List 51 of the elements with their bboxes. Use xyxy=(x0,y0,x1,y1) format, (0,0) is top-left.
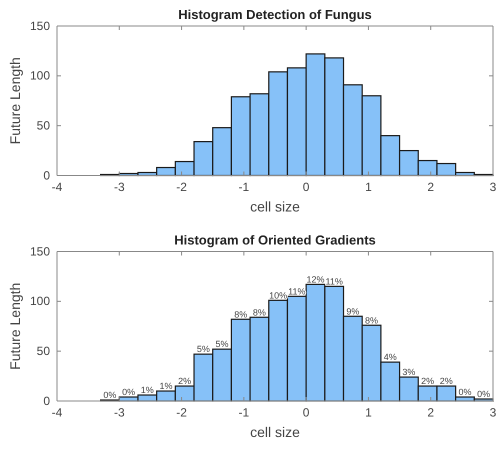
x-tick-label: -1 xyxy=(238,180,250,194)
annotation: 9% xyxy=(346,306,360,316)
y-tick-label: 150 xyxy=(30,244,50,258)
x-tick-label: -1 xyxy=(238,406,250,420)
annotation: 11% xyxy=(288,286,306,296)
x-tick-label: -3 xyxy=(114,406,125,420)
x-tick-label: 0 xyxy=(302,406,310,420)
x-tick-label: 2 xyxy=(427,180,434,194)
annotation: 8% xyxy=(252,307,266,318)
x-tick-label: 1 xyxy=(365,406,372,420)
x-tick-label: -4 xyxy=(52,406,63,420)
y-tick-label: 0 xyxy=(43,394,50,408)
annotation: 0% xyxy=(122,387,136,398)
y-axis-title: Future Length xyxy=(7,57,23,144)
x-tick-label: 3 xyxy=(490,406,496,420)
annotation: 5% xyxy=(216,339,229,350)
y-tick-label: 150 xyxy=(30,18,50,33)
y-tick-label: 100 xyxy=(30,294,50,308)
annotation: 8% xyxy=(234,309,248,320)
x-tick-label: -2 xyxy=(176,180,188,194)
y-tick-label: 50 xyxy=(36,118,50,133)
x-tick-label: -4 xyxy=(52,180,63,194)
annotation: 8% xyxy=(365,315,378,326)
annotation: 5% xyxy=(196,344,210,354)
x-axis-title: cell size xyxy=(250,424,300,440)
annotation: 2% xyxy=(178,376,192,386)
annotation: 12% xyxy=(306,274,324,284)
x-tick-label: 2 xyxy=(427,406,434,420)
y-axis-title: Future Length xyxy=(7,282,23,370)
x-tick-label: 0 xyxy=(302,180,310,194)
annotation: 4% xyxy=(384,352,397,362)
annotation: 2% xyxy=(440,376,453,386)
y-tick-label: 50 xyxy=(36,344,50,358)
annotation: 11% xyxy=(325,276,343,286)
chart-title: Histogram Detection of Fungus xyxy=(178,7,372,22)
annotation: 0% xyxy=(103,390,116,400)
x-tick-label: -2 xyxy=(176,406,188,420)
x-tick-label: -3 xyxy=(114,180,125,194)
annotation: 1% xyxy=(140,385,154,396)
annotation: 3% xyxy=(402,367,416,378)
y-tick-label: 100 xyxy=(30,68,50,83)
x-axis-title: cell size xyxy=(250,198,300,214)
annotation: 10% xyxy=(269,290,288,300)
x-tick-label: 1 xyxy=(365,180,372,194)
annotation: 0% xyxy=(477,389,490,400)
y-tick-label: 0 xyxy=(43,168,50,182)
annotation: 1% xyxy=(159,381,173,392)
chart-title: Histogram of Oriented Gradients xyxy=(174,232,376,248)
annotation: 2% xyxy=(421,376,434,386)
annotation: 0% xyxy=(458,387,472,398)
x-tick-label: 3 xyxy=(490,180,496,194)
